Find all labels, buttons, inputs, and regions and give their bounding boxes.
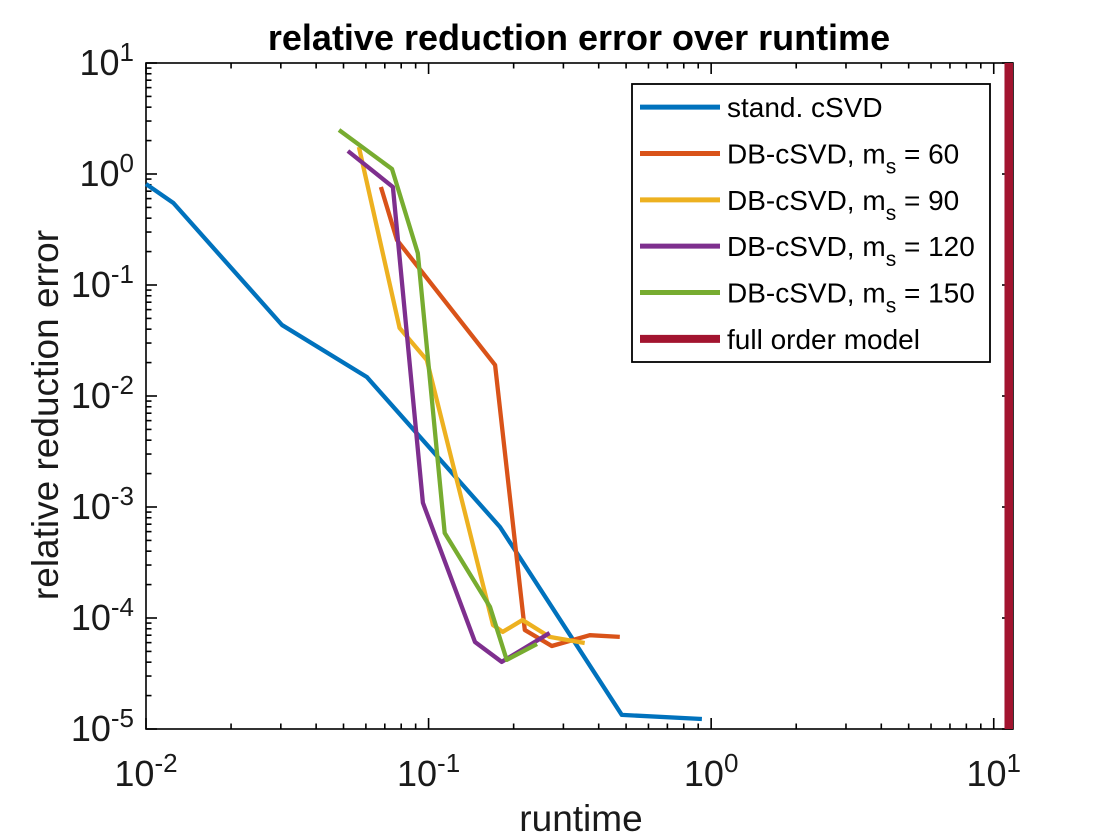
chart-title: relative reduction error over runtime [268, 17, 890, 58]
legend-label-1: stand. cSVD [727, 92, 883, 123]
legend-box [631, 83, 991, 363]
series-line-5 [337, 128, 538, 663]
x-axis-label: runtime [519, 798, 642, 839]
y-tick-label: 10-5 [71, 703, 134, 749]
legend-label-2: DB-cSVD, ms = 60 [727, 139, 959, 179]
legend-layer: stand. cSVD DB-cSVD, ms = 60 DB-cSVD, ms =… [631, 83, 991, 363]
legend-label-4: DB-cSVD, ms = 120 [727, 231, 975, 271]
legend-label-6: full order model [727, 324, 920, 355]
x-tick-label: 10-2 [114, 748, 177, 794]
y-tick-label: 100 [79, 148, 134, 194]
y-axis-label: relative reduction error [25, 230, 66, 600]
y-tick-label: 101 [79, 37, 134, 83]
y-tick-label: 10-1 [71, 259, 134, 305]
series-line-1 [144, 182, 703, 722]
legend-label-5: DB-cSVD, ms = 150 [727, 278, 975, 318]
y-tick-label: 10-3 [71, 481, 134, 527]
series-layer [144, 63, 1013, 729]
x-tick-label: 101 [966, 748, 1021, 794]
x-tick-label: 10-1 [397, 748, 460, 794]
y-tick-label: 10-4 [71, 592, 134, 638]
legend-label-3: DB-cSVD, ms = 90 [727, 185, 959, 225]
x-tick-label: 100 [684, 748, 739, 794]
y-tick-label: 10-2 [71, 370, 134, 416]
